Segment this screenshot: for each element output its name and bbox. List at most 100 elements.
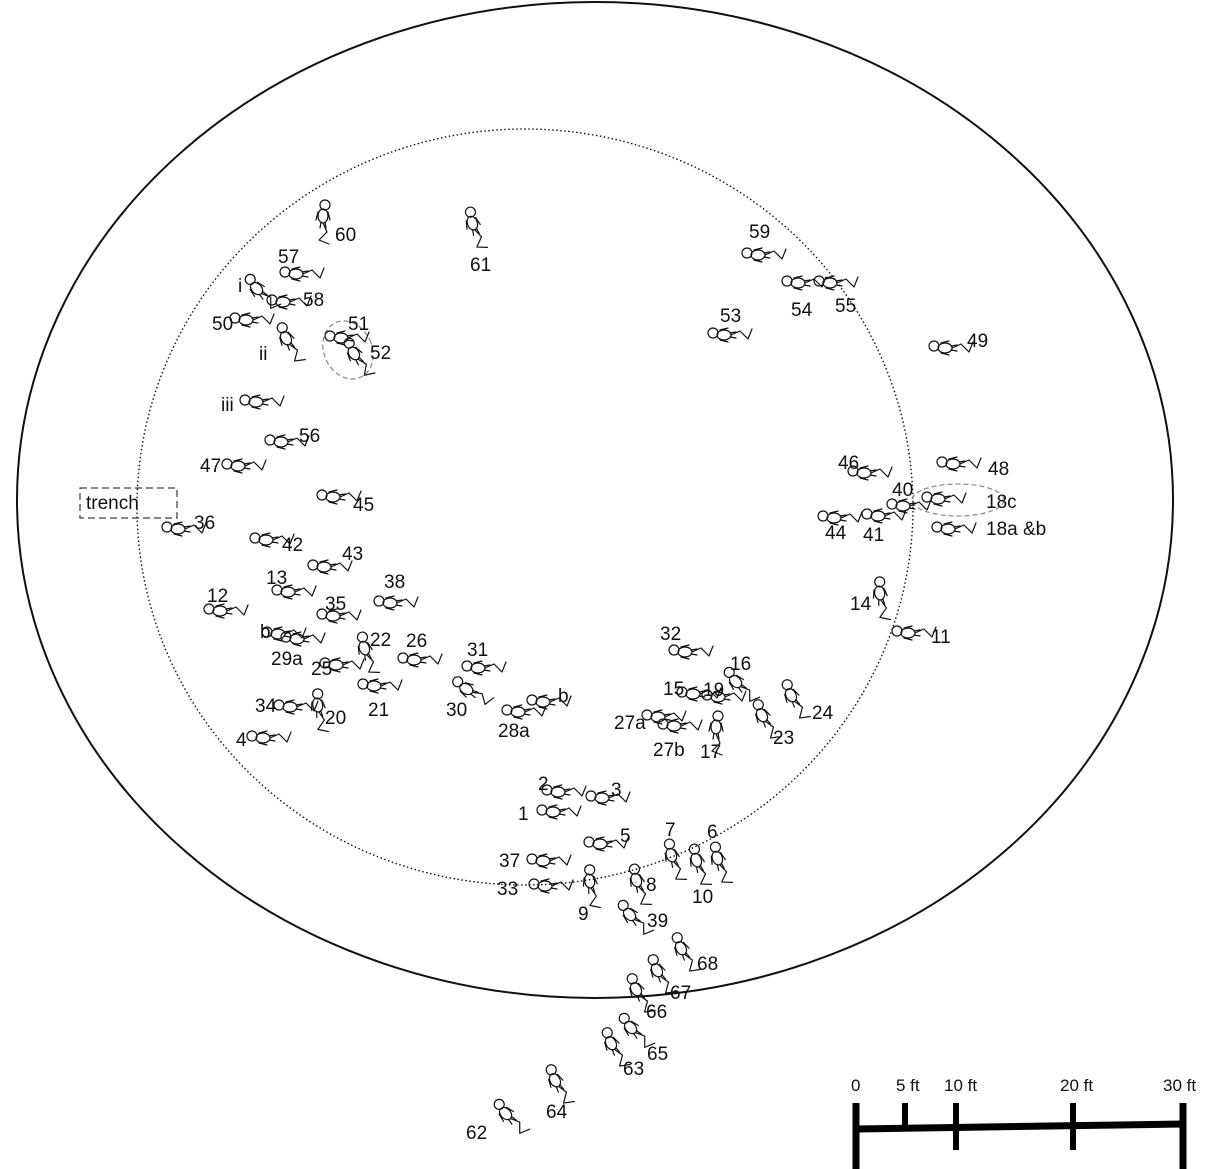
burial-label-i: i — [238, 276, 242, 297]
burial-label-18ab: 18a &b — [986, 519, 1046, 540]
burial-label-38: 38 — [384, 572, 405, 593]
burial-label-61: 61 — [470, 255, 491, 276]
burial-figure-38 — [373, 595, 419, 611]
burial-figure-30 — [452, 676, 495, 706]
burial-figure-2 — [541, 784, 587, 800]
burial-label-33: 33 — [497, 879, 518, 900]
burial-label-19: 19 — [703, 680, 724, 701]
burial-figure-8 — [628, 863, 653, 905]
burial-figure-19 — [701, 689, 747, 705]
trench-box — [79, 487, 178, 519]
burial-label-58: 58 — [303, 290, 324, 311]
burial-label-1: 1 — [518, 804, 529, 825]
burial-label-9: 9 — [578, 904, 589, 925]
scale-label-0: 0 — [851, 1076, 860, 1095]
burial-figure-9 — [582, 864, 602, 909]
burial-figures — [161, 199, 982, 1134]
burial-figure-65 — [618, 1012, 656, 1048]
scale-bar: 0 5 ft 10 ft 20 ft 30 ft — [851, 1076, 1196, 1169]
burial-label-6: 6 — [707, 822, 718, 843]
burial-label-40: 40 — [892, 480, 913, 501]
burial-label-11: 11 — [931, 627, 951, 648]
burial-figure-49 — [928, 340, 974, 356]
inner-dotted-circle — [136, 128, 914, 886]
burial-figure-26 — [397, 652, 443, 668]
burial-label-26: 26 — [406, 631, 427, 652]
scale-bar-line — [855, 1120, 1184, 1133]
burial-figure-b2 — [526, 694, 572, 710]
burial-figure-13 — [271, 584, 317, 600]
burial-figure-6 — [709, 841, 734, 883]
burial-figure-27a — [641, 709, 687, 725]
burial-figure-39 — [617, 899, 655, 935]
burial-figure-17 — [708, 710, 724, 756]
burial-label-44: 44 — [825, 523, 847, 544]
burial-label-3: 3 — [611, 780, 622, 801]
burial-figure-68 — [671, 932, 701, 972]
burial-figure-22 — [356, 631, 381, 673]
burial-label-42: 42 — [282, 535, 303, 556]
burial-label-56: 56 — [299, 426, 320, 447]
burial-label-17: 17 — [700, 742, 721, 763]
burial-label-20: 20 — [325, 708, 346, 729]
burial-figure-40 — [886, 498, 932, 514]
scale-label-30: 30 ft — [1163, 1076, 1196, 1095]
burial-figure-57 — [279, 266, 325, 282]
burial-figure-18c — [921, 491, 967, 507]
burial-figure-60 — [315, 199, 331, 245]
burial-figure-56 — [264, 434, 310, 450]
burial-label-36: 36 — [194, 513, 215, 534]
burial-figure-63 — [601, 1027, 631, 1067]
burial-figure-ii — [276, 322, 306, 362]
burial-label-34: 34 — [255, 696, 277, 717]
burial-figure-64 — [545, 1064, 575, 1104]
burial-figure-44 — [817, 510, 863, 526]
burial-label-24: 24 — [812, 703, 834, 724]
burial-label-52: 52 — [370, 343, 391, 364]
burial-figure-32 — [668, 644, 714, 660]
burial-label-37: 37 — [499, 851, 520, 872]
burial-label-31: 31 — [467, 640, 488, 661]
burial-figure-35 — [316, 608, 362, 624]
burial-figure-41 — [861, 508, 907, 524]
burial-figure-48 — [936, 456, 982, 472]
burial-label-43: 43 — [342, 544, 363, 565]
burial-label-47: 47 — [200, 456, 221, 477]
burial-label-21: 21 — [368, 700, 389, 721]
burial-figure-34 — [273, 699, 319, 715]
burial-label-41: 41 — [863, 525, 884, 546]
burial-figure-27b — [657, 718, 703, 734]
burial-label-14: 14 — [850, 594, 872, 615]
burial-label-b2: b — [558, 686, 569, 707]
burial-label-iii: iii — [221, 395, 234, 416]
burial-label-5: 5 — [620, 826, 631, 847]
burial-label-53: 53 — [720, 306, 741, 327]
burial-label-62: 62 — [466, 1123, 487, 1144]
burial-figure-46 — [847, 465, 893, 481]
burial-label-55: 55 — [835, 296, 856, 317]
burial-figure-33 — [528, 878, 574, 894]
burial-figure-31 — [461, 660, 507, 676]
burial-figure-28a — [501, 704, 547, 720]
burial-label-18c: 18c — [986, 492, 1017, 513]
burial-label-b1: b — [260, 622, 271, 643]
burial-label-2: 2 — [538, 774, 549, 795]
burial-label-64: 64 — [546, 1102, 568, 1123]
burial-figure-18ab — [931, 521, 977, 537]
scale-label-5: 5 ft — [896, 1076, 920, 1095]
burial-figure-66 — [626, 973, 656, 1013]
burial-label-16: 16 — [730, 654, 751, 675]
burial-figure-50 — [229, 312, 275, 328]
burial-label-23: 23 — [773, 728, 794, 749]
burial-figure-14 — [872, 576, 892, 621]
burial-figure-10 — [688, 843, 713, 885]
burial-figure-37 — [526, 853, 572, 869]
burial-label-39: 39 — [647, 911, 668, 932]
burial-figure-61 — [464, 206, 489, 248]
burial-label-29a: 29a — [271, 649, 303, 670]
burial-label-15: 15 — [663, 679, 684, 700]
burial-label-27b: 27b — [653, 740, 685, 761]
scale-label-20: 20 ft — [1060, 1076, 1093, 1095]
